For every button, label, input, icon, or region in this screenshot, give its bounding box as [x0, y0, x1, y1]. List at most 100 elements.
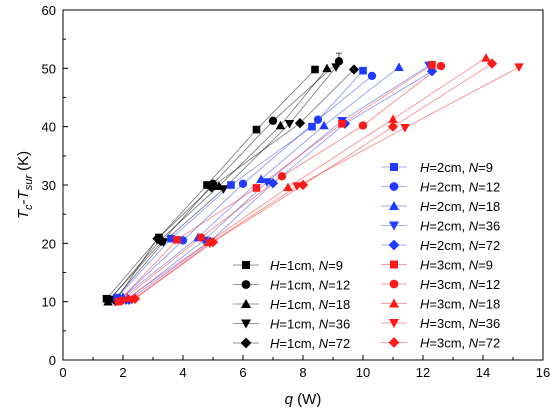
- data-point: [388, 114, 398, 123]
- data-point: [203, 181, 211, 189]
- data-point: [428, 61, 436, 69]
- data-point: [275, 120, 286, 130]
- legend-marker: [390, 163, 398, 171]
- data-point: [117, 296, 126, 305]
- legend-marker: [241, 280, 251, 289]
- data-point: [277, 172, 287, 181]
- data-point: [196, 233, 206, 242]
- data-point: [283, 182, 293, 192]
- data-point: [218, 185, 229, 194]
- data-point: [481, 53, 491, 62]
- data-point: [252, 125, 261, 134]
- data-point: [319, 120, 329, 130]
- data-point: [227, 181, 235, 189]
- data-point: [358, 121, 368, 130]
- data-point: [268, 116, 278, 126]
- legend-item: H=1cm, N=9: [233, 258, 343, 273]
- data-point: [152, 233, 163, 244]
- legend-marker: [388, 337, 400, 348]
- x-tick-label: 6: [239, 365, 246, 380]
- legend-marker: [241, 319, 251, 329]
- data-point: [267, 178, 279, 189]
- y-tick-label: 30: [42, 178, 56, 193]
- data-point: [394, 62, 404, 71]
- x-axis-ticks: 0 2 4 6 8 10 12 14 16: [59, 355, 550, 380]
- legend-item: H=3cm, N=12: [381, 277, 500, 292]
- x-tick-label: 0: [59, 365, 66, 380]
- y-tick-label: 20: [42, 236, 56, 251]
- legend-item: H=2cm, N=72: [381, 238, 500, 253]
- legend-marker: [389, 319, 399, 328]
- data-point: [348, 64, 360, 75]
- y-axis-label: Tc-Tsur (K): [15, 151, 35, 219]
- legend-label: H=3cm, N=9: [420, 258, 493, 273]
- y-axis-ticks: 0 10 20 30 40 50 60: [42, 3, 68, 368]
- legend-label: H=1cm, N=18: [270, 297, 350, 312]
- data-point: [167, 234, 175, 243]
- series-markers: [102, 53, 524, 307]
- data-point: [436, 61, 446, 71]
- y-tick-label: 40: [42, 120, 56, 135]
- data-point: [238, 179, 248, 189]
- legend-label: H=2cm, N=72: [420, 238, 500, 253]
- data-point: [387, 121, 399, 132]
- y-tick-label: 10: [42, 295, 56, 310]
- legend-marker: [389, 279, 399, 289]
- legend-marker: [242, 261, 250, 269]
- legend-marker: [390, 260, 398, 269]
- legend-marker: [389, 182, 399, 191]
- legend-marker: [388, 239, 400, 251]
- legend-item: H=3cm, N=18: [381, 297, 500, 312]
- data-point: [158, 238, 169, 247]
- legend-marker: [241, 299, 251, 308]
- y-tick-label: 50: [42, 61, 56, 76]
- legend-label: H=2cm, N=9: [420, 160, 493, 175]
- data-point: [206, 182, 217, 193]
- legend-label: H=2cm, N=12: [420, 180, 500, 195]
- data-point: [207, 237, 219, 248]
- legend-item: H=2cm, N=36: [381, 219, 500, 234]
- legend-item: H=2cm, N=9: [381, 160, 493, 175]
- legend-item: H=1cm, N=12: [233, 278, 350, 293]
- data-point: [426, 66, 438, 77]
- legend-item: H=1cm, N=18: [233, 297, 350, 312]
- data-point: [256, 174, 266, 183]
- data-point: [294, 118, 306, 129]
- legend-label: H=3cm, N=36: [420, 316, 500, 331]
- y-tick-label: 60: [42, 3, 56, 18]
- x-tick-label: 4: [179, 365, 186, 380]
- x-tick-label: 12: [416, 365, 430, 380]
- legend-item: H=2cm, N=12: [381, 180, 500, 195]
- legend-label: H=2cm, N=18: [420, 199, 500, 214]
- legend-marker: [389, 298, 399, 308]
- x-tick-label: 10: [356, 365, 370, 380]
- data-point: [252, 184, 261, 192]
- legend-item: H=3cm, N=9: [381, 258, 493, 273]
- data-point: [308, 122, 316, 131]
- data-point: [486, 58, 498, 69]
- legend-item: H=1cm, N=72: [233, 336, 350, 351]
- x-tick-label: 8: [299, 365, 306, 380]
- data-point: [514, 63, 524, 72]
- y-tick-label: 0: [49, 353, 56, 368]
- data-point: [367, 71, 377, 81]
- legend-label: H=3cm, N=72: [420, 336, 500, 351]
- legend-label: H=1cm, N=12: [270, 278, 350, 293]
- legend-marker: [389, 221, 399, 231]
- data-point: [338, 119, 346, 128]
- data-point: [297, 179, 309, 191]
- data-point: [359, 66, 367, 75]
- data-point: [313, 115, 323, 124]
- legend-label: H=1cm, N=9: [270, 258, 343, 273]
- data-point: [262, 178, 272, 187]
- legend-label: H=1cm, N=72: [270, 336, 350, 351]
- legend-label: H=3cm, N=12: [420, 277, 500, 292]
- data-point: [331, 63, 341, 72]
- data-point: [322, 63, 332, 73]
- legend-marker: [389, 201, 399, 210]
- data-point: [129, 293, 141, 304]
- legend: H=1cm, N=9 H=1cm, N=12 H=1cm, N=18 H=1cm, N…: [233, 160, 500, 351]
- x-tick-label: 14: [476, 365, 490, 380]
- legend-item: H=3cm, N=36: [381, 316, 500, 331]
